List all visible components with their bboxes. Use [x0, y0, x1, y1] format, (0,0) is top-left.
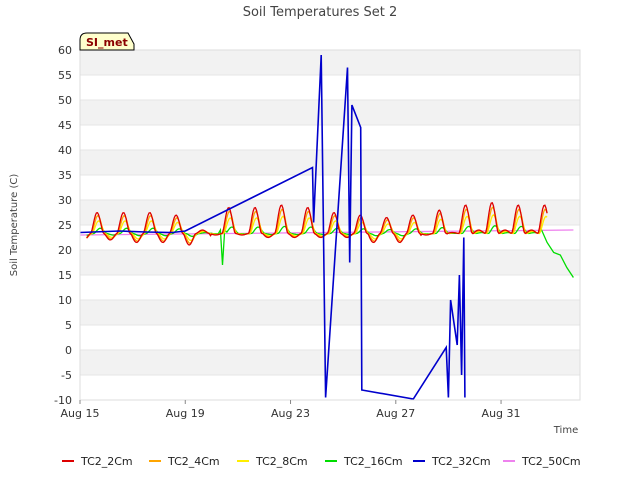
grid-band — [80, 250, 580, 275]
y-tick-label: 0 — [65, 344, 72, 357]
legend-label-tc2_2cm: TC2_2Cm — [80, 455, 133, 468]
legend-label-tc2_32cm: TC2_32Cm — [431, 455, 491, 468]
y-tick-label: 50 — [58, 94, 72, 107]
y-tick-label: 15 — [58, 269, 72, 282]
y-tick-label: -5 — [61, 369, 72, 382]
series-line-tc2_2cm — [86, 202, 548, 246]
y-tick-label: 45 — [58, 119, 72, 132]
chart-title: Soil Temperatures Set 2 — [243, 5, 398, 20]
x-tick-label: Aug 27 — [376, 407, 415, 420]
station-badge: SI_met — [79, 32, 135, 51]
x-tick-label: Aug 19 — [166, 407, 205, 420]
grid-band — [80, 100, 580, 125]
legend-label-tc2_4cm: TC2_4Cm — [167, 455, 220, 468]
grid-band — [80, 350, 580, 375]
x-axis: Aug 15 Aug 19 Aug 23 Aug 27 Aug 31 — [61, 400, 521, 420]
grid-band — [80, 150, 580, 175]
y-tick-label: 30 — [58, 194, 72, 207]
plot-border — [79, 49, 581, 401]
y-tick-label: 25 — [58, 219, 72, 232]
y-tick-label: 10 — [58, 294, 72, 307]
y-tick-label: 40 — [58, 144, 72, 157]
x-tick-label: Aug 15 — [61, 407, 100, 420]
legend-label-tc2_50cm: TC2_50Cm — [521, 455, 581, 468]
x-tick-label: Aug 23 — [271, 407, 310, 420]
series-line-tc2_32cm — [80, 54, 466, 400]
y-tick-label: 60 — [58, 44, 72, 57]
grid-band — [80, 200, 580, 225]
y-tick-label: 35 — [58, 169, 72, 182]
y-tick-label: 55 — [58, 69, 72, 82]
y-tick-label: 5 — [65, 319, 72, 332]
legend-label-tc2_8cm: TC2_8Cm — [255, 455, 308, 468]
legend-label-tc2_16cm: TC2_16Cm — [343, 455, 403, 468]
y-tick-label: -10 — [54, 394, 72, 407]
grid-bands — [80, 49, 580, 401]
x-tick-label: Aug 31 — [482, 407, 521, 420]
badge-label: SI_met — [86, 36, 128, 49]
y-tick-label: 20 — [58, 244, 72, 257]
y-axis: -10 -5 0 5 10 15 20 25 30 35 40 45 50 55 60 — [54, 44, 72, 407]
badge-shape — [79, 32, 135, 51]
grid-band — [80, 50, 580, 75]
legend: TC2_2Cm TC2_4Cm TC2_8Cm TC2_16Cm TC2_32Cm TC2… — [62, 455, 581, 468]
y-axis-label: Soil Temperature (C) — [9, 174, 20, 277]
plot-area — [80, 54, 574, 400]
x-axis-label: Time — [553, 425, 578, 436]
